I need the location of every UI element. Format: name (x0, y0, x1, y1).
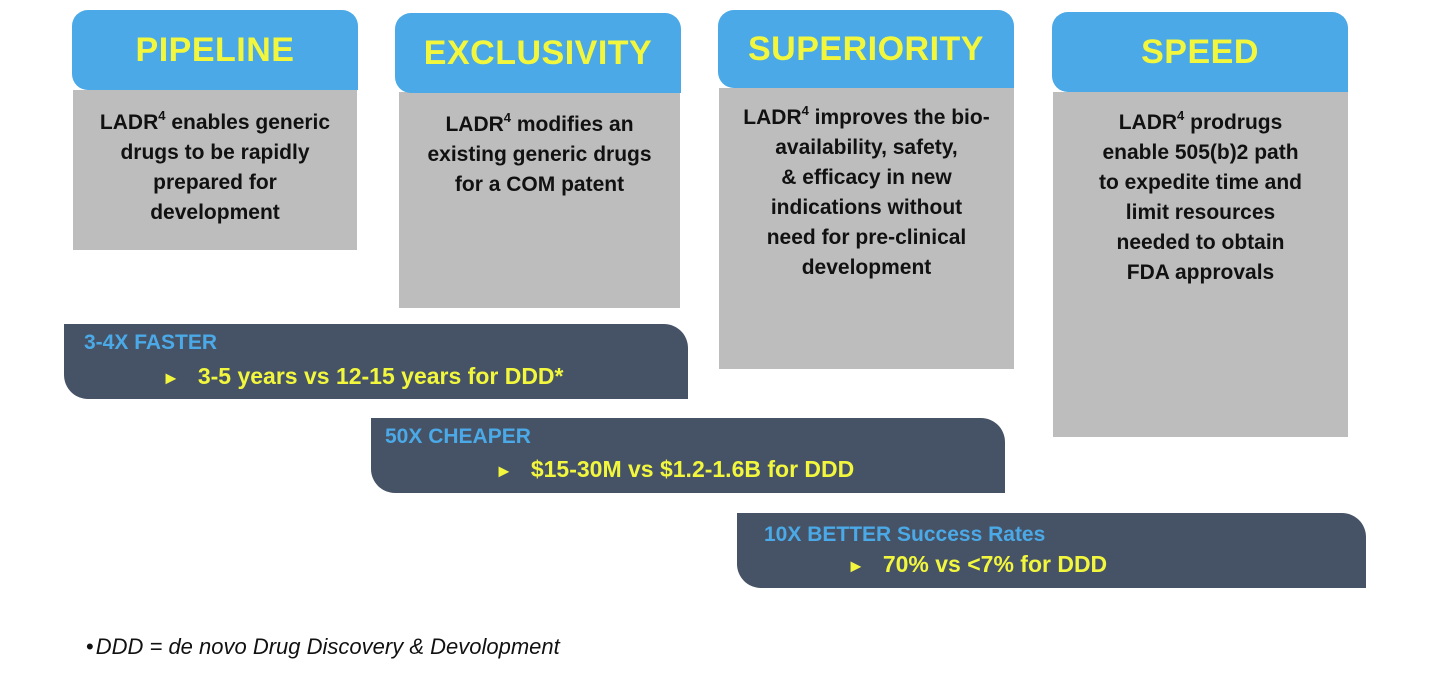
speed-line-5: needed to obtain (1116, 231, 1285, 254)
speed-tab: SPEED (1052, 12, 1348, 92)
speed-line-6: FDA approvals (1126, 261, 1275, 284)
footnote-text: DDD = de novo Drug Discovery & Devolopme… (95, 634, 560, 659)
arrow-right-icon: ► (847, 556, 865, 576)
superiority-line-4: indications without (770, 196, 963, 219)
cheaper-heading: 50X CHEAPER (385, 425, 531, 448)
speed-line-4: limit resources (1125, 201, 1276, 224)
cheaper-detail: ► $15-30M vs $1.2-1.6B for DDD (495, 456, 854, 483)
better-bar: 10X BETTER Success Rates ► 70% vs <7% for… (737, 513, 1366, 588)
cheaper-detail-text: $15-30M vs $1.2-1.6B for DDD (530, 456, 855, 482)
superiority-card: LADR4 improves the bio- availability, sa… (719, 88, 1014, 369)
superiority-line-5: need for pre-clinical (766, 226, 967, 249)
pipeline-line-1: LADR4 enables generic (99, 108, 331, 134)
faster-heading: 3-4X FASTER (84, 331, 218, 354)
better-detail-text: 70% vs <7% for DDD (882, 551, 1108, 577)
better-detail: ► 70% vs <7% for DDD (847, 551, 1107, 578)
faster-detail: ► 3-5 years vs 12-15 years for DDD* (162, 363, 564, 390)
superiority-line-2: availability, safety, (775, 136, 958, 159)
exclusivity-card: LADR4 modifies an existing generic drugs… (399, 92, 680, 308)
exclusivity-line-2: existing generic drugs (427, 143, 652, 166)
footnote: •DDD = de novo Drug Discovery & Devolopm… (86, 634, 560, 660)
pipeline-tab: PIPELINE (72, 10, 358, 90)
pipeline-line-3: prepared for (153, 171, 277, 194)
superiority-tab: SUPERIORITY (718, 10, 1014, 88)
arrow-right-icon: ► (495, 461, 513, 481)
speed-line-2: enable 505(b)2 path (1102, 141, 1299, 164)
pipeline-line-2: drugs to be rapidly (120, 141, 310, 164)
cheaper-bar: 50X CHEAPER ► $15-30M vs $1.2-1.6B for DD… (371, 418, 1005, 493)
superiority-line-1: LADR4 improves the bio- (743, 103, 990, 129)
speed-card: LADR4 prodrugs enable 505(b)2 path to ex… (1053, 92, 1348, 437)
bullet-icon: • (86, 634, 94, 659)
exclusivity-tab: EXCLUSIVITY (395, 13, 681, 93)
pipeline-card: LADR4 enables generic drugs to be rapidl… (73, 90, 357, 250)
exclusivity-line-3: for a COM patent (454, 173, 625, 196)
superiority-line-3: & efficacy in new (781, 166, 952, 189)
exclusivity-line-1: LADR4 modifies an (445, 110, 634, 136)
speed-line-1: LADR4 prodrugs (1118, 108, 1283, 134)
superiority-line-6: development (801, 256, 932, 279)
better-heading: 10X BETTER Success Rates (764, 523, 1046, 546)
pipeline-line-4: development (150, 201, 280, 224)
arrow-right-icon: ► (162, 368, 180, 388)
faster-detail-text: 3-5 years vs 12-15 years for DDD* (197, 363, 564, 389)
faster-bar: 3-4X FASTER ► 3-5 years vs 12-15 years fo… (64, 324, 688, 399)
speed-line-3: to expedite time and (1098, 171, 1303, 194)
